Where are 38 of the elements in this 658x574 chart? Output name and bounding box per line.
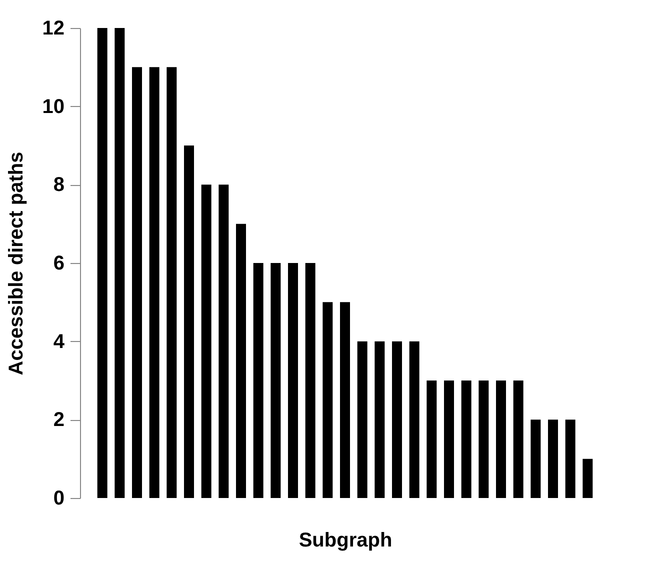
- bar: [340, 302, 350, 498]
- bar: [201, 184, 212, 498]
- bar: [166, 67, 177, 498]
- bar: [478, 380, 489, 498]
- bar: [305, 263, 316, 498]
- bar: [322, 302, 333, 498]
- bar: [409, 341, 420, 498]
- bar: [236, 224, 246, 498]
- y-tick-label: 0: [53, 488, 64, 510]
- bar: [184, 146, 194, 498]
- bar: [270, 263, 281, 498]
- bar: [132, 67, 142, 498]
- bar: [114, 28, 125, 498]
- bar: [288, 263, 298, 498]
- bar: [426, 380, 437, 498]
- bar: [461, 380, 472, 498]
- y-tick-label: 12: [42, 18, 64, 40]
- bar: [149, 67, 160, 498]
- bar: [218, 184, 229, 498]
- bar: [530, 420, 541, 498]
- bar: [392, 341, 402, 498]
- x-axis-title: Subgraph: [298, 530, 392, 552]
- bar: [444, 380, 454, 498]
- y-tick-label: 10: [42, 96, 64, 118]
- y-tick-label: 4: [53, 330, 66, 353]
- bar: [253, 263, 264, 498]
- bar: [97, 28, 108, 498]
- y-axis-title: Accessible direct paths: [5, 152, 28, 376]
- y-tick-label: 8: [53, 174, 64, 196]
- bar: [357, 341, 368, 498]
- bar: [513, 380, 524, 498]
- bar: [582, 458, 593, 498]
- y-tick-label: 6: [53, 252, 64, 274]
- bar: [374, 341, 385, 498]
- y-tick-label: 2: [53, 409, 64, 432]
- bar: [565, 420, 576, 498]
- bar: [496, 380, 506, 498]
- bar: [548, 420, 558, 498]
